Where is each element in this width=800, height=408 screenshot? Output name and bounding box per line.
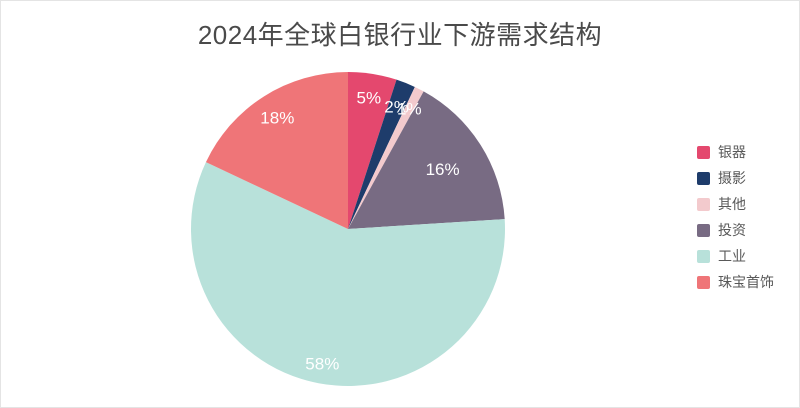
legend-label: 投资 (718, 222, 746, 238)
pie-label-2: 2% (384, 97, 409, 116)
pie-slice-4[interactable] (348, 91, 505, 229)
pie-label-5: 58% (305, 355, 339, 374)
legend-label: 摄影 (718, 170, 746, 186)
pie-slice-5[interactable] (190, 162, 505, 386)
legend-label: 银器 (718, 144, 746, 160)
legend-item-1[interactable]: 银器 (697, 145, 774, 160)
pie-slice-1[interactable] (348, 72, 397, 229)
legend-item-6[interactable]: 珠宝首饰 (697, 275, 774, 290)
legend-label: 工业 (718, 248, 746, 264)
legend-swatch-icon (697, 224, 710, 237)
legend-item-2[interactable]: 摄影 (697, 171, 774, 186)
legend-item-3[interactable]: 其他 (697, 197, 774, 212)
chart-title: 2024年全球白银行业下游需求结构 (197, 20, 603, 50)
legend-swatch-icon (697, 172, 710, 185)
pie-label-4: 16% (426, 160, 460, 179)
legend-item-5[interactable]: 工业 (697, 249, 774, 264)
pie-label-3: 1% (397, 100, 422, 119)
legend-swatch-icon (697, 198, 710, 211)
pie-label-6: 18% (260, 109, 294, 128)
pie-slice-3[interactable] (348, 86, 424, 229)
legend-swatch-icon (697, 276, 710, 289)
legend: 银器摄影其他投资工业珠宝首饰 (697, 145, 774, 301)
legend-label: 其他 (718, 196, 746, 212)
legend-label: 珠宝首饰 (718, 274, 774, 290)
legend-swatch-icon (697, 250, 710, 263)
legend-item-4[interactable]: 投资 (697, 223, 774, 238)
pie-slice-6[interactable] (205, 72, 348, 229)
legend-swatch-icon (697, 146, 710, 159)
pie-label-1: 5% (357, 89, 382, 108)
pie-slice-2[interactable] (348, 79, 415, 230)
